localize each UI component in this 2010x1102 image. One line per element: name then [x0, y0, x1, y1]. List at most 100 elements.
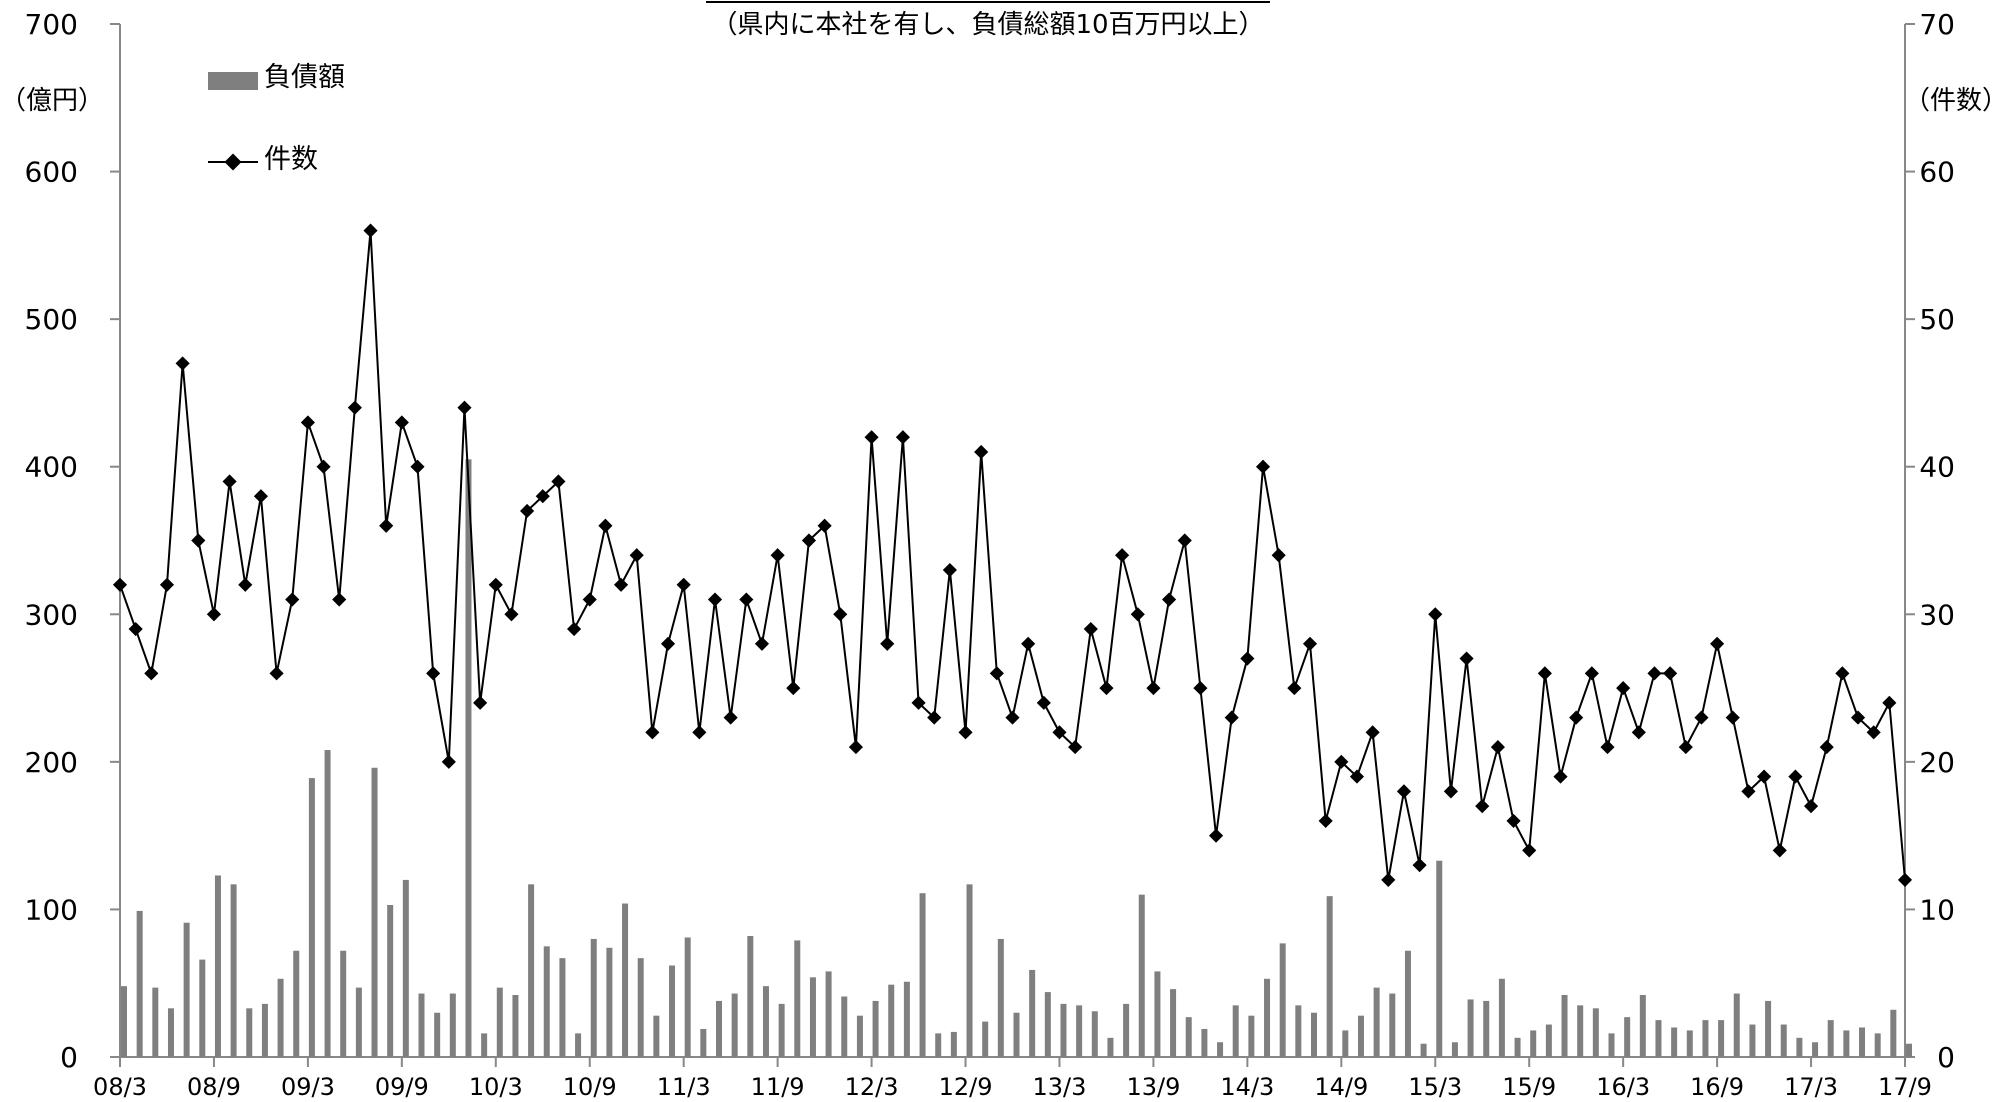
- line-point: [1021, 636, 1036, 651]
- bar: [214, 875, 221, 1057]
- line-point: [1459, 651, 1474, 666]
- x-tick-label: 16/3: [1596, 1073, 1650, 1101]
- line-point: [1897, 872, 1913, 887]
- bar: [888, 984, 895, 1057]
- bar: [324, 750, 331, 1057]
- bar: [982, 1021, 989, 1057]
- bar: [1357, 1015, 1364, 1057]
- bar: [1123, 1003, 1130, 1057]
- line-point: [457, 400, 472, 415]
- bar: [1624, 1017, 1631, 1057]
- bar: [261, 1003, 268, 1057]
- line-point: [128, 621, 143, 637]
- line-point: [191, 533, 206, 548]
- line-point: [692, 725, 707, 740]
- line-point: [441, 754, 456, 769]
- left-tick-label: 400: [25, 451, 78, 484]
- line-point: [1803, 799, 1819, 814]
- bar: [1655, 1020, 1662, 1057]
- right-tick-label: 0: [1937, 1041, 1955, 1074]
- bar: [465, 459, 472, 1058]
- count-line: [119, 230, 1906, 881]
- line-point: [1224, 710, 1239, 725]
- bar: [1718, 1020, 1725, 1057]
- line-point: [911, 695, 926, 710]
- line-point: [1083, 621, 1098, 637]
- left-tick-label: 300: [25, 598, 78, 631]
- bar: [1514, 1037, 1521, 1057]
- bar: [997, 938, 1004, 1057]
- line-point: [1631, 725, 1646, 740]
- bar: [1107, 1037, 1114, 1057]
- line-point: [206, 607, 222, 622]
- bar: [418, 993, 425, 1057]
- line-point: [707, 592, 723, 607]
- x-tick-label: 10/9: [563, 1073, 617, 1101]
- bar: [1874, 1033, 1881, 1057]
- line-point: [1537, 666, 1552, 681]
- line-point: [1396, 784, 1412, 799]
- line-point: [1569, 710, 1584, 725]
- bar: [1577, 1005, 1584, 1057]
- x-tick-label: 13/3: [1033, 1073, 1087, 1101]
- line-point: [253, 489, 268, 504]
- bar: [747, 935, 754, 1057]
- line-point: [1162, 592, 1177, 607]
- line-point: [551, 474, 566, 489]
- line-point: [895, 430, 910, 445]
- bar: [700, 1028, 707, 1057]
- bar-series: [121, 459, 1912, 1058]
- bar: [308, 778, 315, 1057]
- bar: [449, 993, 456, 1057]
- x-tick-label: 15/3: [1408, 1073, 1462, 1101]
- right-tick-label: 30: [1919, 598, 1955, 631]
- bar: [387, 905, 394, 1057]
- bar: [1639, 995, 1646, 1057]
- line-point: [410, 459, 425, 474]
- line-point: [1412, 858, 1427, 873]
- line-point: [347, 400, 362, 415]
- line-point: [676, 577, 691, 592]
- line-point: [1365, 725, 1380, 740]
- bar: [1483, 1000, 1490, 1057]
- legend: 負債額 件数: [208, 62, 345, 175]
- bar: [1342, 1030, 1349, 1057]
- line-point: [848, 740, 863, 755]
- line-point: [613, 577, 629, 592]
- bar: [1859, 1027, 1866, 1057]
- right-tick-label: 40: [1919, 451, 1955, 484]
- bar: [684, 937, 691, 1057]
- bar: [716, 1000, 722, 1057]
- x-tick-label: 12/9: [939, 1073, 993, 1101]
- line-point: [1490, 740, 1505, 755]
- x-tick-label: 09/9: [375, 1073, 429, 1101]
- line-point: [426, 666, 441, 681]
- line-point: [1600, 740, 1615, 755]
- bar: [1154, 971, 1161, 1057]
- bar: [856, 1015, 863, 1057]
- bar: [293, 950, 300, 1057]
- bar: [481, 1033, 488, 1057]
- line-series: [112, 223, 1913, 887]
- line-point: [989, 666, 1004, 681]
- bar: [1029, 969, 1036, 1057]
- bar: [1185, 1017, 1192, 1057]
- bar: [1843, 1030, 1850, 1057]
- line-point: [473, 695, 488, 710]
- left-axis-unit: （億円）: [0, 86, 104, 116]
- bar: [402, 879, 409, 1057]
- bar: [1890, 1009, 1897, 1057]
- line-point: [864, 430, 879, 445]
- line-point: [1443, 784, 1458, 799]
- line-point: [927, 710, 942, 725]
- right-tick-label: 10: [1919, 893, 1955, 926]
- bar: [809, 977, 816, 1057]
- line-point: [1193, 681, 1208, 696]
- right-tick-label: 20: [1919, 746, 1955, 779]
- bar: [371, 767, 378, 1057]
- bar: [794, 940, 801, 1057]
- bar: [1592, 1008, 1599, 1057]
- chart-subtitle: （県内に本社を有し、負債総額10百万円以上）: [711, 10, 1264, 40]
- bar: [1201, 1028, 1208, 1057]
- x-tick-label: 10/3: [469, 1073, 523, 1101]
